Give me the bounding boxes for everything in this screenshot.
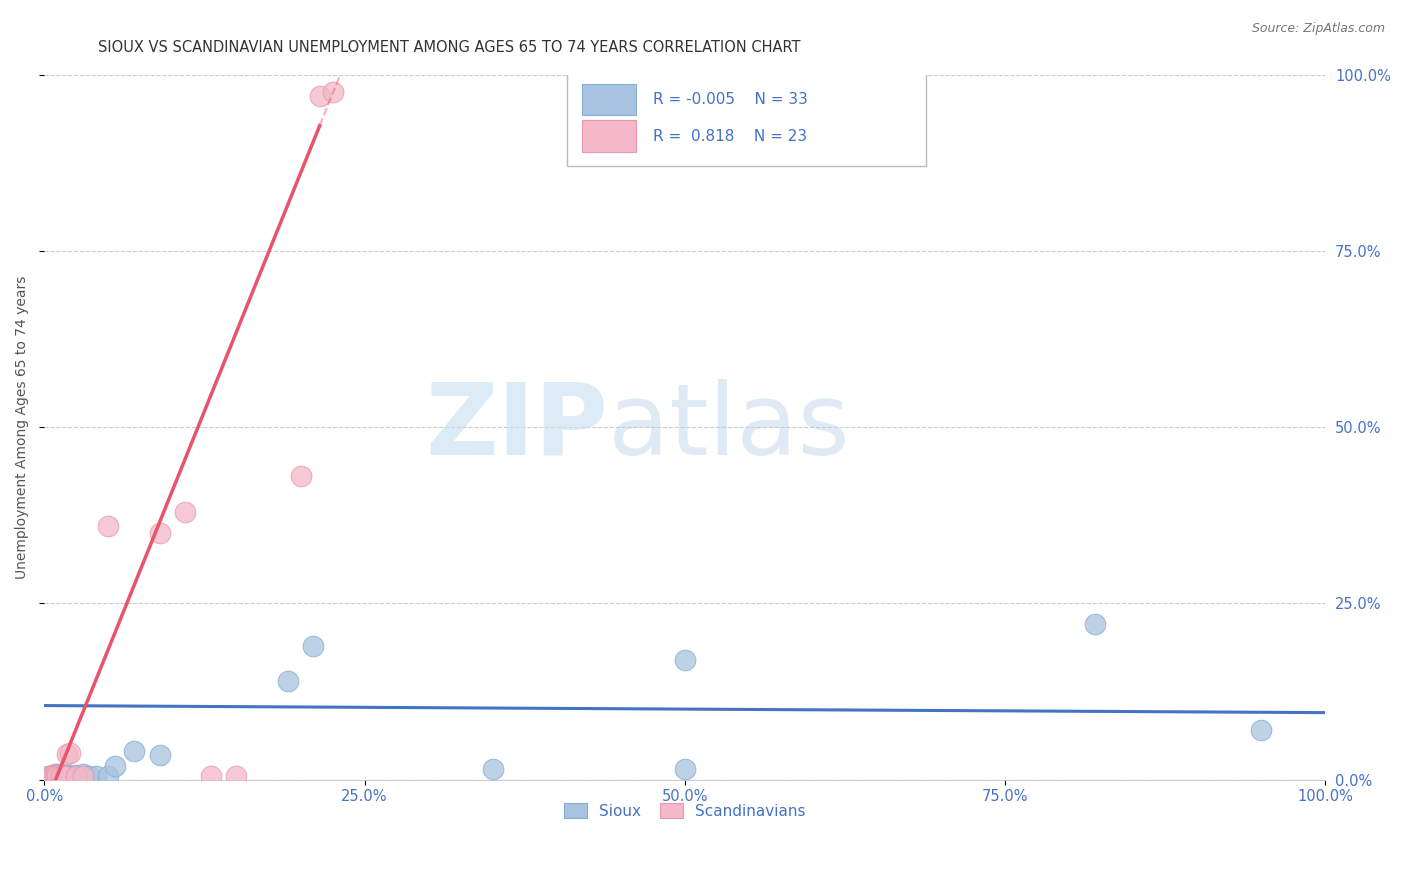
Point (37, 770, 59, 784)
Point (65, 768, 87, 782)
Point (481, 762, 503, 776)
Point (37, 769, 59, 783)
Text: SIOUX VS SCANDINAVIAN UNEMPLOYMENT AMONG AGES 65 TO 74 YEARS CORRELATION CHART: SIOUX VS SCANDINAVIAN UNEMPLOYMENT AMONG… (98, 40, 801, 55)
Point (148, 525, 170, 540)
Point (72, 769, 94, 783)
Point (46, 767, 69, 781)
Point (1250, 723, 1272, 738)
Point (290, 469, 312, 483)
Point (200, 769, 222, 783)
Point (39, 769, 62, 783)
Point (41, 770, 63, 784)
Point (52, 768, 75, 782)
Point (302, 639, 325, 653)
Point (59, 769, 82, 783)
Point (38, 771, 60, 785)
Point (122, 744, 145, 758)
Point (45, 771, 67, 785)
Point (55, 770, 77, 784)
Point (59, 746, 82, 760)
FancyBboxPatch shape (582, 120, 636, 152)
Point (38, 769, 60, 783)
Point (148, 747, 170, 762)
Point (72, 767, 94, 781)
Text: ZIP: ZIP (425, 378, 607, 475)
Point (673, 653, 696, 667)
Point (53, 769, 76, 783)
Point (104, 758, 127, 772)
Point (39, 769, 62, 783)
Point (1084, 617, 1107, 632)
Point (62, 769, 84, 783)
Point (97, 518, 120, 533)
Text: atlas: atlas (607, 378, 849, 475)
Point (44, 767, 66, 781)
Point (51, 769, 73, 783)
Point (45, 769, 67, 783)
Point (65, 769, 87, 783)
Point (44, 769, 66, 783)
Point (42, 768, 65, 782)
Point (49, 770, 72, 784)
Point (277, 673, 299, 688)
Point (48, 768, 70, 782)
Text: Source: ZipAtlas.com: Source: ZipAtlas.com (1251, 22, 1385, 36)
Point (53, 769, 76, 783)
FancyBboxPatch shape (582, 84, 636, 115)
Legend: Sioux, Scandinavians: Sioux, Scandinavians (558, 797, 811, 825)
Point (322, 85, 344, 99)
Point (56, 747, 79, 762)
Point (673, 762, 696, 776)
Point (56, 768, 79, 782)
Point (308, 88, 330, 103)
Point (44, 768, 66, 782)
Point (46, 769, 69, 783)
Text: R = -0.005    N = 33: R = -0.005 N = 33 (652, 93, 807, 107)
Point (174, 505, 197, 519)
Point (46, 769, 69, 783)
Y-axis label: Unemployment Among Ages 65 to 74 years: Unemployment Among Ages 65 to 74 years (15, 276, 30, 579)
Point (77, 769, 100, 783)
Point (97, 769, 120, 783)
Point (84, 769, 107, 783)
Point (48, 769, 70, 783)
FancyBboxPatch shape (567, 71, 925, 166)
Point (42, 769, 65, 783)
Text: R =  0.818    N = 23: R = 0.818 N = 23 (652, 129, 807, 145)
Point (225, 769, 247, 783)
Point (41, 770, 63, 784)
